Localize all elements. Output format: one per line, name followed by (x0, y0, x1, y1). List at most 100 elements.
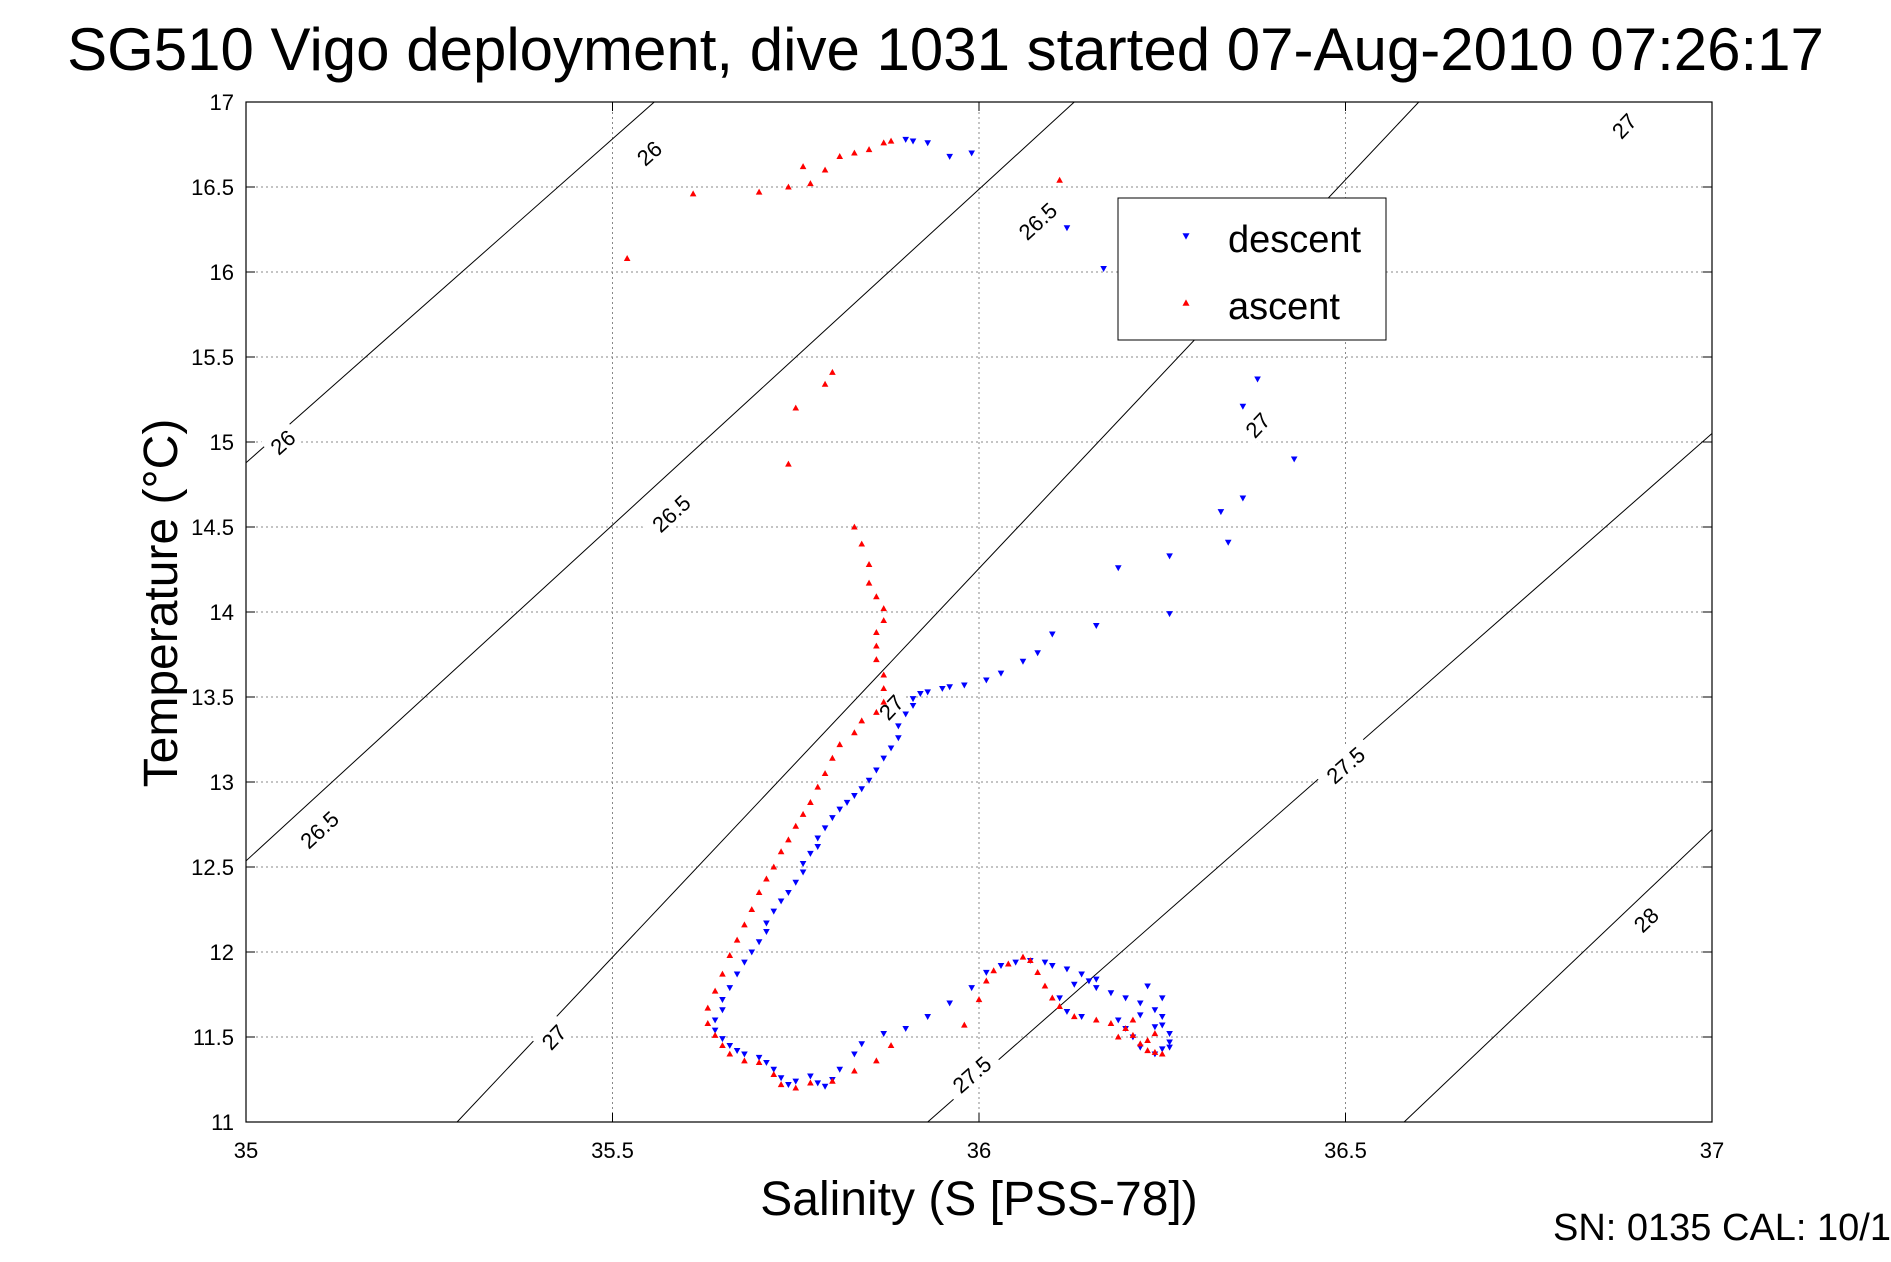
descent-point (814, 835, 822, 842)
descent-point (924, 140, 931, 147)
chart-title: SG510 Vigo deployment, dive 1031 started… (67, 16, 1824, 83)
ascent-point (726, 951, 734, 958)
y-tick-label: 13.5 (191, 685, 234, 710)
legend-box (1117, 197, 1387, 341)
ascent-point (1158, 1050, 1166, 1057)
y-tick-label: 11.5 (193, 1025, 234, 1050)
descent-point (902, 136, 910, 143)
isopycnal-label-bg (1624, 897, 1667, 941)
descent-point (1158, 995, 1166, 1002)
y-tick-label: 16.5 (191, 175, 234, 200)
ascent-point (880, 139, 888, 146)
descent-point (1122, 995, 1129, 1002)
descent-point (1114, 1017, 1122, 1024)
ascent-point (858, 540, 866, 547)
descent-point (909, 696, 917, 703)
descent-point (1048, 963, 1056, 970)
descent-point (895, 735, 902, 742)
axis-ticks: 35 35.5 36 36.5 37 11 11.5 12 12.5 13 13.5 14 14.5 15… (191, 90, 1724, 1163)
descent-point (1012, 959, 1019, 966)
ascent-point (983, 977, 990, 984)
descent-point (1166, 1044, 1173, 1051)
ascent-point (704, 1004, 712, 1011)
ascent-point (748, 906, 756, 913)
ascent-point (880, 617, 888, 624)
descent-point (1019, 658, 1027, 665)
descent-point (770, 908, 778, 915)
isopycnal-label: 28 (1629, 903, 1664, 938)
ascent-point (785, 460, 792, 467)
ascent-point (865, 579, 873, 586)
ascent-point (1136, 1040, 1144, 1047)
ascent-point (836, 152, 844, 159)
descent-point (1136, 1012, 1144, 1019)
x-tick-label: 35 (234, 1138, 258, 1163)
x-axis-label: Salinity (S [PSS-78]) (760, 1173, 1198, 1226)
ascent-point (792, 822, 800, 829)
descent-point (785, 1082, 792, 1089)
ascent-point (799, 163, 807, 170)
descent-point (961, 682, 968, 689)
ascent-point (851, 729, 858, 736)
descent-point (865, 777, 873, 784)
x-tick-label: 37 (1700, 1138, 1724, 1163)
descent-point (719, 997, 726, 1004)
legend-marker-ascent (1182, 299, 1190, 306)
descent-point (917, 691, 924, 698)
descent-point (792, 1078, 800, 1085)
ascent-point (755, 889, 763, 896)
isopycnal-label-bg (627, 131, 670, 174)
ascent-point (880, 671, 888, 678)
ascent-point (1092, 1016, 1100, 1023)
ascent-point (1048, 994, 1056, 1001)
ascent-point (807, 180, 814, 187)
ascent-point (873, 642, 880, 649)
ascent-point (711, 1031, 719, 1038)
isopycnal-line (1403, 829, 1712, 1122)
descent-point (909, 702, 917, 709)
y-tick-label: 13 (210, 770, 234, 795)
ascent-point (1151, 1030, 1159, 1037)
y-tick-label: 11 (211, 1110, 234, 1135)
descent-point (1224, 539, 1232, 546)
descent-point (1048, 631, 1056, 638)
isopycnal-label-group: 26.5 (287, 799, 350, 859)
descent-point (792, 879, 800, 886)
descent-point (1078, 971, 1085, 978)
descent-point (887, 745, 895, 752)
isopycnal-label-bg (869, 685, 912, 728)
y-tick-label: 16 (210, 260, 234, 285)
ascent-point (711, 987, 719, 994)
descent-point (1151, 1007, 1159, 1014)
ascent-point (1144, 1047, 1151, 1054)
legend-label-ascent: ascent (1228, 286, 1340, 328)
grid (246, 102, 1712, 1122)
descent-point (1158, 1014, 1166, 1021)
isopycnal-label-bg (1006, 190, 1068, 251)
descent-point (946, 684, 953, 691)
series-ascent (623, 137, 1166, 1091)
isopycnal-label-group: 27.5 (939, 1044, 1003, 1104)
descent-point (733, 1048, 741, 1055)
descent-point (873, 767, 880, 774)
ascent-point (799, 810, 807, 817)
descent-point (946, 1000, 953, 1007)
descent-point (755, 939, 763, 946)
isopycnal-label: 27 (1607, 109, 1642, 144)
descent-point (755, 1054, 763, 1061)
descent-point (968, 985, 975, 992)
ascent-point (851, 149, 858, 156)
descent-point (829, 815, 836, 822)
isopycnal-label-bg (939, 1044, 1003, 1104)
isopycnal-label-group: 26 (260, 420, 304, 463)
descent-point (719, 1036, 726, 1043)
descent-point (770, 1066, 778, 1073)
descent-point (1056, 995, 1063, 1002)
y-tick-label: 12 (210, 940, 234, 965)
ascent-point (770, 863, 778, 870)
footer-serial-calibration: SN: 0135 CAL: 10/1 (1553, 1207, 1891, 1249)
descent-point (983, 677, 990, 684)
ascent-point (1129, 1016, 1137, 1023)
